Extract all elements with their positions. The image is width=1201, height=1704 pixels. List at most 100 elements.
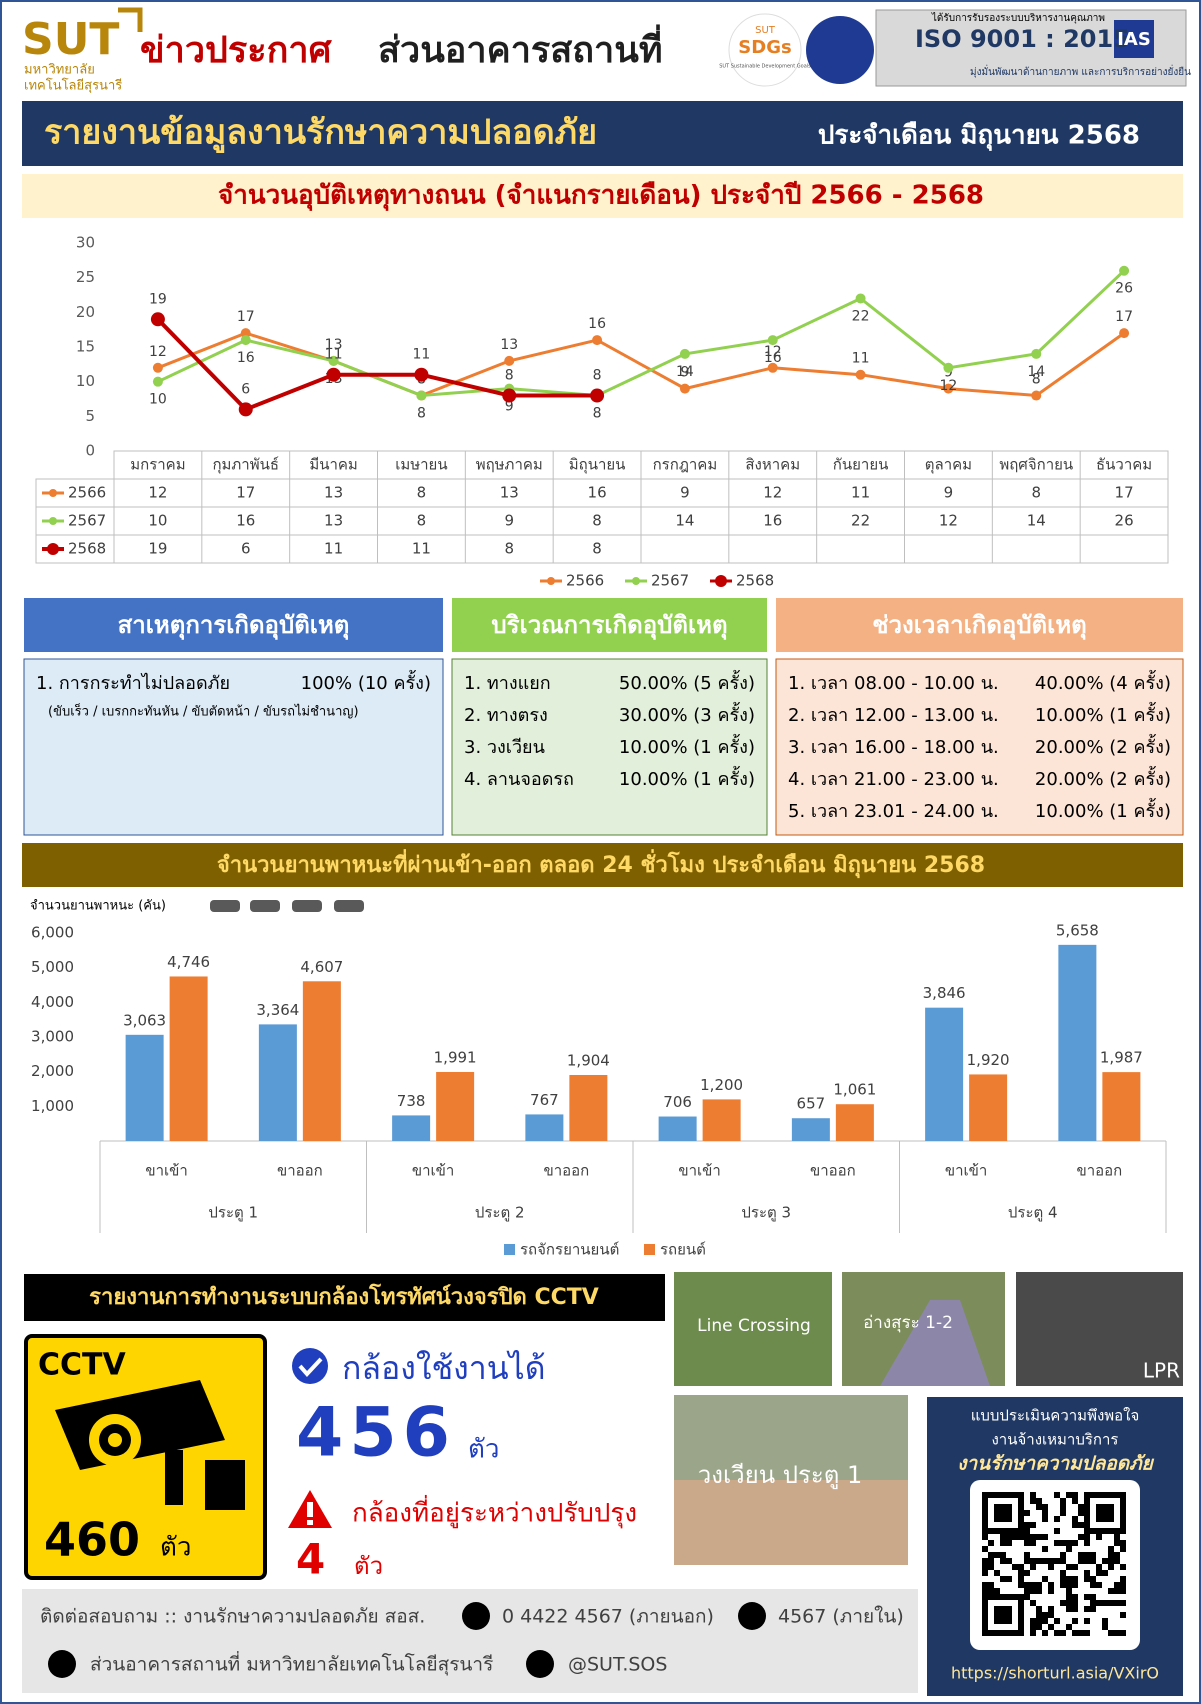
x-tick-label: พฤศจิกายน [999, 456, 1073, 474]
qr-module [1030, 1630, 1036, 1636]
legend-label: 2566 [566, 572, 604, 590]
point [414, 367, 429, 382]
data-label: 1,200 [700, 1076, 743, 1094]
qr-module [1036, 1504, 1042, 1510]
qr-module [1072, 1492, 1078, 1498]
point [152, 362, 163, 373]
qr-module [1102, 1618, 1108, 1624]
qr-module [1042, 1504, 1048, 1510]
qr-module [1066, 1594, 1072, 1600]
x-tick-label: ขาเข้า [945, 1162, 987, 1180]
qr-module [1030, 1540, 1036, 1546]
qr-module [1036, 1582, 1042, 1588]
data-label: 22 [852, 308, 870, 324]
qr-module [1060, 1552, 1066, 1558]
qr-module [1090, 1594, 1096, 1600]
qr-module [1042, 1618, 1048, 1624]
x-tick-label: กุมภาพันธ์ [212, 456, 279, 475]
qr-module [982, 1534, 988, 1540]
qr-module [1072, 1498, 1078, 1504]
data-label: 14 [676, 364, 694, 380]
cctv-unit: ตัว [468, 1435, 499, 1465]
panel-header [776, 598, 1183, 652]
banner [22, 101, 1183, 166]
qr-module [1114, 1588, 1120, 1594]
qr-module [1114, 1630, 1120, 1636]
qr-module [1108, 1564, 1114, 1570]
qr-module [1048, 1624, 1054, 1630]
legend-label: 2567 [651, 572, 689, 590]
qr-module [1084, 1570, 1090, 1576]
qr-module [1030, 1600, 1036, 1606]
qr-module [1030, 1534, 1036, 1540]
panel-body [23, 658, 444, 836]
qr-module [994, 1552, 1000, 1558]
qr-module [1030, 1558, 1036, 1564]
qr-module [1024, 1594, 1030, 1600]
data-label: 3,364 [256, 1001, 299, 1019]
chart-title: จำนวนอุบัติเหตุทางถนน (จำแนกรายเดือน) ปร… [218, 181, 984, 212]
qr-module [994, 1588, 1000, 1594]
qr-module [1060, 1570, 1066, 1576]
cctv-title: รายงานการทำงานระบบกล้องโทรทัศน์วงจรปิด C… [89, 1283, 599, 1310]
qr-module [1042, 1558, 1048, 1564]
qr-module [994, 1570, 1000, 1576]
qr-module [1042, 1576, 1048, 1582]
bar-title-bar [22, 843, 1183, 887]
cctv-sign-label: CCTV [38, 1348, 126, 1383]
data-label: 12 [940, 378, 958, 394]
qr-module [1030, 1522, 1036, 1528]
qr-module [1072, 1576, 1078, 1582]
point [943, 362, 954, 373]
data-label: 13 [500, 337, 518, 353]
qr-finder [994, 1606, 1012, 1624]
panel-item-label: 1. เวลา 08.00 - 10.00 น. [788, 673, 999, 694]
header-title: ส่วนอาคารสถานที่ [378, 24, 663, 71]
series-line [157, 269, 1126, 398]
panel-item-label: 1. การกระทำไม่ปลอดภัย [36, 672, 230, 694]
qr-module [1114, 1540, 1120, 1546]
data-label: 3,846 [923, 984, 966, 1002]
qr-module [1090, 1606, 1096, 1612]
qr-module [1048, 1588, 1054, 1594]
photo [674, 1272, 832, 1386]
qr-module [982, 1582, 988, 1588]
qr-module [1036, 1588, 1042, 1594]
data-label: 738 [397, 1092, 426, 1110]
qr-module [1102, 1570, 1108, 1576]
qr-module [988, 1582, 994, 1588]
legend-swatch [644, 1244, 655, 1255]
table-cell: 6 [241, 540, 251, 558]
table-cell: 8 [417, 512, 427, 530]
qr-module [1030, 1498, 1036, 1504]
group-label: ประตู 2 [475, 1204, 525, 1222]
point [767, 362, 778, 373]
qr-module [1054, 1540, 1060, 1546]
contact-phone: 4567 (ภายใน) [778, 1606, 904, 1628]
y-tick-label: 0 [85, 442, 95, 460]
x-tick-label: ขาเข้า [412, 1162, 454, 1180]
qr-module [1108, 1630, 1114, 1636]
y-tick-label: 4,000 [31, 993, 74, 1011]
qr-module [1066, 1540, 1072, 1546]
table-cell: 26 [1115, 512, 1134, 530]
y-tick-label: 3,000 [31, 1028, 74, 1046]
vehicle-icon [210, 900, 240, 912]
qr-module [1072, 1564, 1078, 1570]
point [238, 402, 253, 417]
cctv-ok-label: กล้องใช้งานได้ [342, 1349, 546, 1387]
qr-module [1084, 1606, 1090, 1612]
qr-module [1114, 1600, 1120, 1606]
qr-module [1078, 1522, 1084, 1528]
vehicle-icon [250, 900, 280, 912]
check-mark [298, 1357, 323, 1377]
sdgs-note: SUT Sustainable Development Goals [719, 64, 811, 70]
ias-logo [1114, 20, 1154, 58]
qr-module [1060, 1558, 1066, 1564]
logo-mark [118, 7, 143, 32]
panel-title: สาเหตุการเกิดอุบัติเหตุ [118, 611, 350, 641]
legend-label: 2568 [736, 572, 774, 590]
qr-module [1060, 1498, 1066, 1504]
qr-module [1096, 1582, 1102, 1588]
legend-marker [632, 577, 640, 585]
